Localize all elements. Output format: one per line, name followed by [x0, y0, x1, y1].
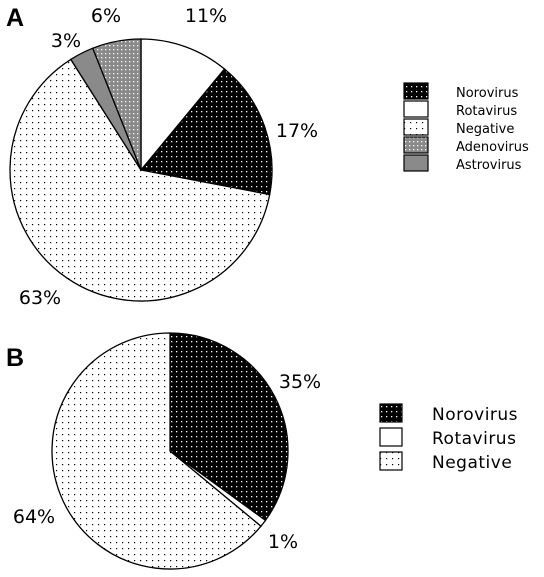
legend-b-swatch-norovirus — [379, 403, 403, 423]
pie-b-label-rotavirus: 1% — [268, 531, 298, 553]
legend-a: Norovirus Rotavirus Negative Adenovirus Astr… — [403, 82, 529, 173]
legend-b-swatch-negative — [379, 451, 403, 471]
legend-a-label-norovirus: Norovirus — [456, 86, 519, 101]
pie-b-slice-negative — [51, 332, 262, 570]
pie-a-label-negative: 63% — [19, 287, 61, 309]
legend-b-label-norovirus: Norovirus — [432, 405, 518, 425]
pie-a-slice-negative — [9, 58, 271, 302]
pie-a-label-rotavirus: 11% — [185, 5, 227, 27]
legend-a-swatch-astrovirus — [403, 154, 429, 172]
pie-chart-a: 11% 17% 63% 3% 6% — [9, 5, 318, 309]
legend-a-label-astrovirus: Astrovirus — [456, 158, 522, 173]
legend-a-swatch-rotavirus — [403, 100, 429, 118]
legend-b-label-rotavirus: Rotavirus — [432, 429, 516, 449]
pie-b-label-negative: 64% — [13, 506, 55, 528]
legend-a-label-adenovirus: Adenovirus — [456, 140, 529, 155]
pie-a-label-norovirus: 17% — [276, 120, 318, 142]
pie-chart-b: 35% 1% 64% — [13, 332, 321, 570]
pie-a-slice-rotavirus — [140, 38, 226, 172]
legend-a-swatch-norovirus — [403, 82, 429, 100]
legend-b: Norovirus Rotavirus Negative — [379, 403, 518, 473]
pie-a-label-adenovirus: 6% — [91, 5, 121, 27]
legend-a-swatch-negative — [403, 118, 429, 136]
pie-b-slice-norovirus — [169, 332, 289, 522]
pie-b-label-norovirus: 35% — [279, 371, 321, 393]
legend-b-label-negative: Negative — [432, 453, 512, 473]
legend-a-label-negative: Negative — [456, 122, 514, 137]
legend-b-swatch-rotavirus — [379, 427, 403, 447]
panel-label-a: A — [6, 4, 24, 32]
legend-a-swatch-adenovirus — [403, 136, 429, 154]
pie-a-slice-norovirus — [139, 68, 273, 196]
pie-a-label-astrovirus: 3% — [51, 30, 81, 52]
legend-a-label-rotavirus: Rotavirus — [456, 104, 517, 119]
pie-a-slice-adenovirus — [91, 38, 142, 171]
panel-label-b: B — [6, 344, 24, 372]
